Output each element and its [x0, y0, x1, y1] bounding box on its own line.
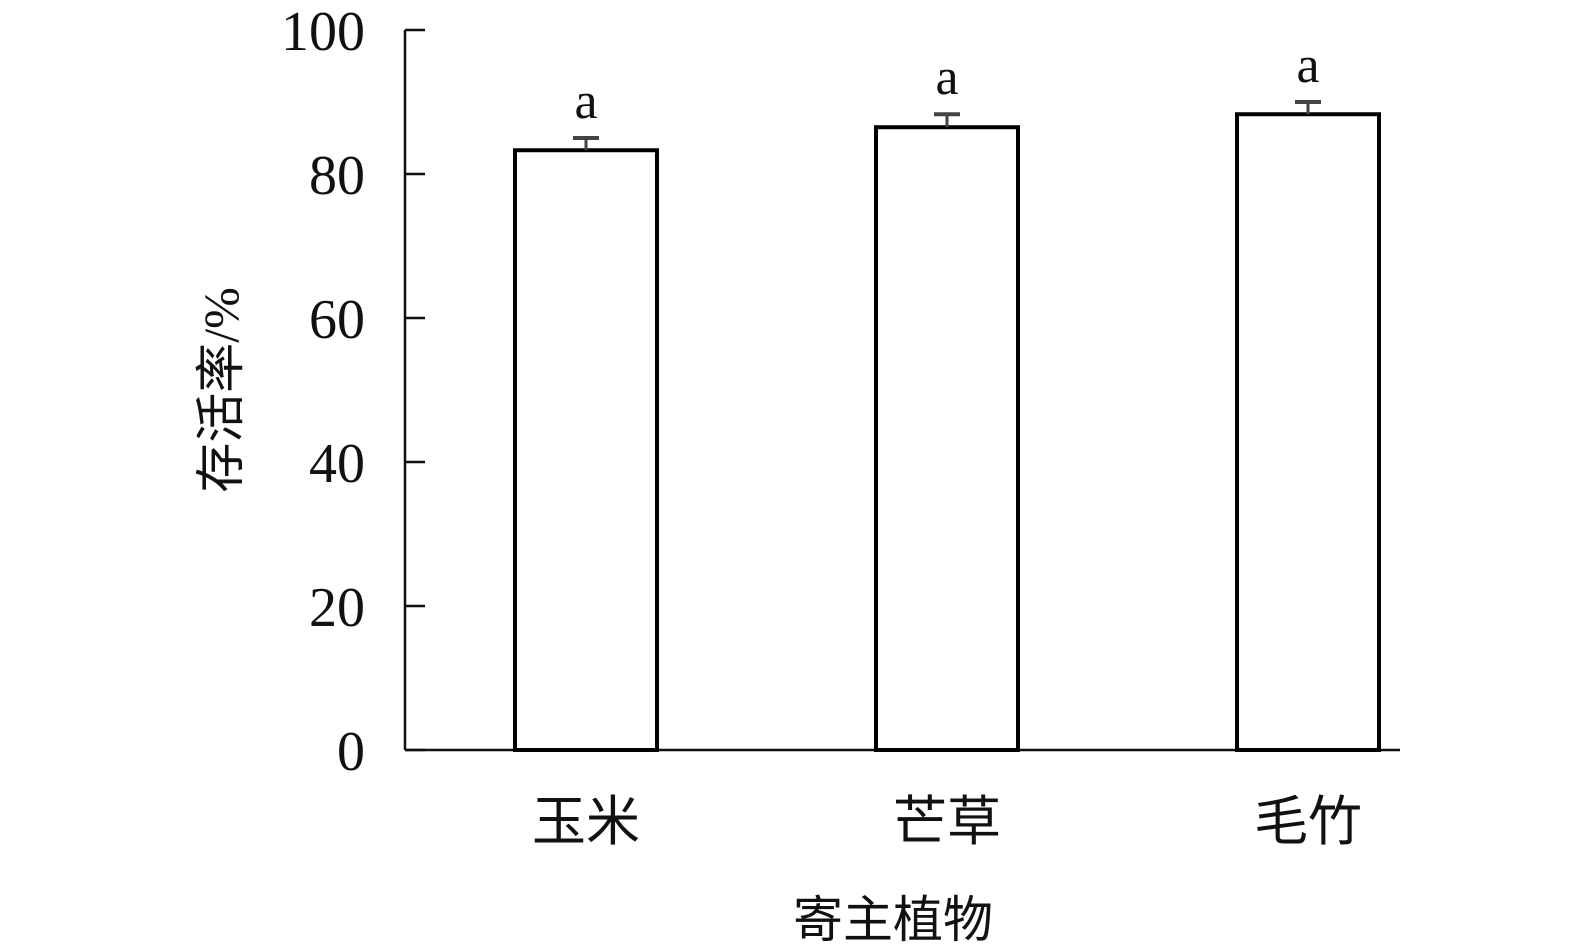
y-tick-label: 20 — [309, 577, 365, 639]
y-tick-label: 100 — [281, 1, 365, 63]
y-tick-label: 60 — [309, 289, 365, 351]
significance-label: a — [574, 73, 597, 130]
bars: a 玉米 a 芒草 a 毛竹 — [513, 37, 1381, 852]
y-axis-label: 存活率/% — [193, 287, 249, 493]
axes: 0 20 40 60 80 100 — [281, 1, 1400, 783]
x-tick-label: 玉米 — [532, 792, 640, 852]
x-tick-label: 芒草 — [893, 792, 1001, 852]
x-tick-label: 毛竹 — [1254, 792, 1362, 852]
significance-label: a — [935, 49, 958, 106]
bar — [874, 125, 1020, 752]
y-tick-label: 0 — [337, 721, 365, 783]
y-tick-label: 80 — [309, 145, 365, 207]
significance-label: a — [1296, 37, 1319, 94]
bar — [1235, 112, 1381, 753]
y-tick-label: 40 — [309, 433, 365, 495]
x-axis-label: 寄主植物 — [793, 892, 993, 948]
bar — [513, 148, 659, 753]
